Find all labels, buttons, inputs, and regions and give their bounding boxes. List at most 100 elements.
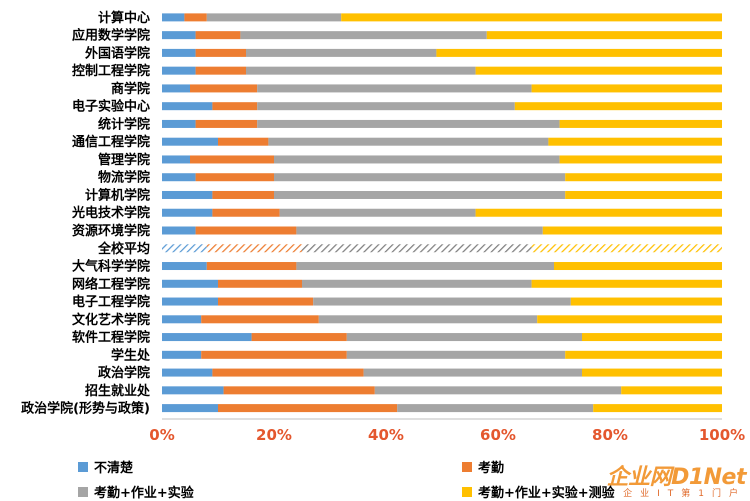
bar-segment — [251, 333, 347, 342]
category-label: 政治学院(形势与政策) — [21, 401, 150, 417]
bar-segment — [190, 84, 258, 93]
bar-segment — [346, 350, 566, 359]
legend-label: 考勤+作业+实验+测验 — [478, 486, 615, 501]
watermark-main: 企业网D1Net — [606, 465, 747, 490]
bar-segment — [565, 173, 722, 182]
category-label: 资源环境学院 — [72, 223, 150, 239]
category-label: 网络工程学院 — [72, 276, 150, 292]
bar-segment — [475, 66, 722, 75]
bar-segment — [218, 297, 314, 306]
bar-segment — [212, 190, 274, 199]
bar-segment — [548, 137, 722, 146]
category-label: 计算机学院 — [85, 187, 150, 203]
bar-segment — [162, 155, 190, 164]
category-label: 外国语学院 — [84, 45, 150, 61]
legend-swatch — [78, 486, 88, 497]
legend-swatch — [462, 486, 472, 497]
bar-segment — [302, 244, 532, 253]
bar-segment — [162, 119, 196, 128]
legend-item-unclear: 不清楚 — [78, 457, 133, 476]
legend-item-attendance: 考勤 — [462, 457, 504, 476]
bar-segment — [195, 48, 246, 57]
bar-segment — [190, 155, 274, 164]
category-label: 电子实验中心 — [72, 99, 150, 115]
bar-segment — [537, 315, 722, 324]
bar-segment — [162, 102, 213, 111]
bar-segment — [313, 297, 571, 306]
bar-segment — [274, 173, 566, 182]
bar-segment — [318, 315, 538, 324]
bar-segment — [195, 119, 258, 128]
bar-segment — [206, 262, 297, 271]
bar-segment — [184, 13, 207, 22]
bar-segment — [195, 66, 246, 75]
bar-segment — [296, 226, 543, 235]
bar-segment — [257, 102, 515, 111]
watermark-sub: 企业IT第1门户 — [623, 489, 746, 499]
bar-segment — [206, 13, 342, 22]
bar-segment — [162, 137, 218, 146]
category-label: 管理学院 — [98, 152, 150, 168]
bar-segment — [162, 297, 218, 306]
bar-segment — [195, 31, 241, 40]
bar-segment — [162, 48, 196, 57]
bar-segment — [162, 350, 202, 359]
bar-segment — [218, 404, 398, 413]
bar-segment — [582, 368, 722, 377]
bar-segment — [206, 244, 302, 253]
legend-item-attendance-homework-lab: 考勤+作业+实验 — [78, 482, 194, 501]
bar-segment — [257, 84, 532, 93]
bar-segment — [162, 368, 213, 377]
category-label: 光电技术学院 — [71, 205, 150, 221]
bar-segment — [514, 102, 722, 111]
bar-segment — [621, 386, 722, 395]
bar-segment — [218, 137, 269, 146]
bar-segment — [346, 333, 582, 342]
category-label: 学生处 — [111, 347, 151, 363]
legend-swatch — [462, 461, 472, 472]
bar-segment — [341, 13, 722, 22]
bar-segment — [195, 226, 297, 235]
category-label: 商学院 — [111, 81, 150, 97]
bar-segment — [162, 190, 213, 199]
bar-segment — [531, 244, 722, 253]
x-tick-label: 80% — [592, 426, 628, 444]
bar-segment — [302, 279, 532, 288]
bar-segment — [559, 119, 722, 128]
bar-segment — [162, 84, 190, 93]
bar-segment — [593, 404, 722, 413]
x-tick-label: 40% — [368, 426, 404, 444]
bar-segment — [212, 208, 280, 217]
bar-segment — [274, 155, 560, 164]
x-tick-label: 0% — [149, 426, 174, 444]
bar-segment — [542, 226, 722, 235]
legend-label: 考勤 — [478, 461, 505, 476]
category-label: 控制工程学院 — [72, 63, 150, 79]
category-label: 全校平均 — [97, 241, 150, 257]
bar-segment — [240, 31, 487, 40]
bar-segment — [268, 137, 549, 146]
bar-segment — [486, 31, 722, 40]
category-label: 计算中心 — [98, 10, 150, 26]
bar-segment — [582, 333, 722, 342]
bar-segment — [475, 208, 722, 217]
category-label: 政治学院 — [98, 365, 150, 381]
bar-segment — [554, 262, 722, 271]
bar-segment — [162, 333, 252, 342]
bar-segment — [559, 155, 722, 164]
bar-segment — [246, 66, 476, 75]
bar-segment — [162, 66, 196, 75]
bar-segment — [162, 208, 213, 217]
bar-segment — [246, 48, 437, 57]
bar-segment — [296, 262, 554, 271]
legend-label: 考勤+作业+实验 — [94, 486, 194, 501]
bar-segment — [223, 386, 375, 395]
bar-segment — [565, 350, 722, 359]
category-label: 软件工程学院 — [72, 330, 150, 346]
bar-segment — [257, 119, 560, 128]
bar-segment — [195, 173, 274, 182]
category-label: 电子工程学院 — [72, 294, 150, 310]
bar-segment — [201, 315, 319, 324]
bar-segment — [162, 31, 196, 40]
